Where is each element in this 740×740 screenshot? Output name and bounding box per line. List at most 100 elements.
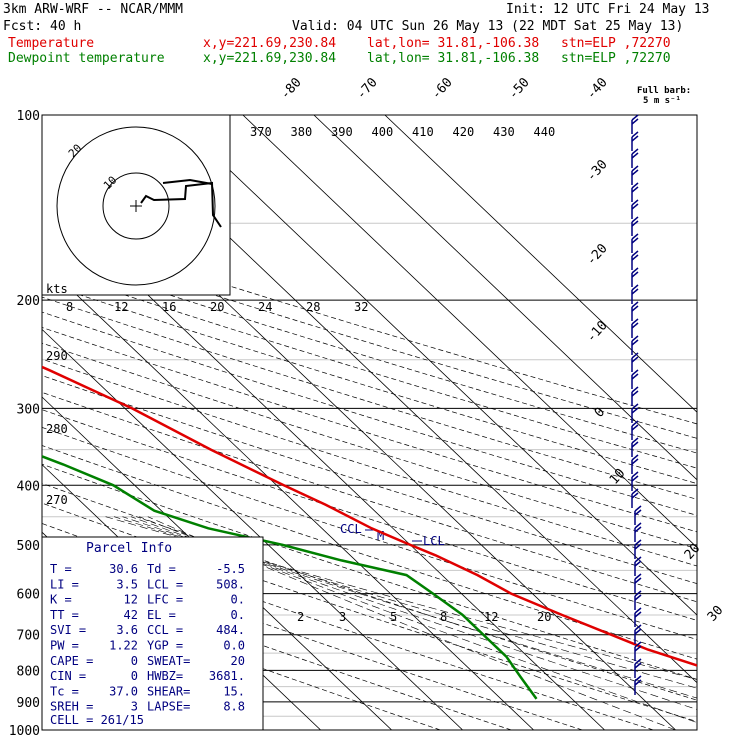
wind-barb-flag (631, 199, 639, 206)
parcel-row-value: 0 (131, 669, 138, 683)
dry-adiabat (42, 327, 697, 533)
theta-label: 410 (412, 125, 434, 139)
isotherm-right-label: 10 (607, 466, 629, 488)
theta-label: 380 (291, 125, 313, 139)
isotherm-right-label: -20 (584, 241, 611, 268)
isotherm-line (42, 396, 392, 730)
forecast-label: Fcst: (3, 19, 43, 34)
wind-barb-flag (631, 114, 639, 121)
parcel-row-label: K = (50, 593, 72, 607)
wind-barb-flag (631, 118, 639, 125)
parcel-row-value: 30.6 (109, 562, 138, 576)
wind-barb-flag (631, 390, 639, 397)
mixing-ratio-label: 12 (484, 610, 498, 624)
wind-barb-flag (631, 250, 639, 257)
dry-adiabat (42, 296, 697, 500)
wind-barb-flag (631, 148, 639, 155)
temperature-legend-label: Temperature (8, 36, 95, 51)
parcel-row-label: SREH = (50, 700, 93, 714)
wind-barb-flag (631, 356, 639, 363)
wind-barb-flag (634, 628, 642, 635)
wind-barb-flag (631, 475, 639, 482)
pressure-tick-label: 600 (17, 588, 40, 603)
wind-barb-flag (631, 492, 639, 499)
wind-barb-flag (631, 186, 639, 193)
wind-barb-flag (634, 662, 642, 669)
theta-label: 290 (46, 349, 68, 363)
wind-barb-flag (631, 458, 639, 465)
parcel-row-label: CCL = (147, 623, 183, 637)
dry-adiabat (42, 483, 697, 701)
plot-frame (41, 114, 698, 731)
parcel-row-label: SWEAT= (147, 654, 190, 668)
parcel-row-label: LFC = (147, 593, 183, 607)
isotherm-line (171, 115, 697, 616)
wind-barb-flag (631, 305, 639, 312)
wind-barb-flag (634, 539, 642, 546)
moist-adiabat (130, 516, 697, 710)
isotherm-top-label: -60 (429, 75, 456, 102)
theta-label: 400 (372, 125, 394, 139)
parcel-row-label: SVI = (50, 623, 86, 637)
isotherm-line (313, 115, 697, 481)
moist-adiabat (122, 516, 697, 699)
wind-barb-flag (634, 590, 642, 597)
wind-barb-flag (631, 403, 639, 410)
dry-adiabat (42, 392, 697, 603)
parcel-row-value: 0. (231, 608, 245, 622)
isotherm-line (384, 115, 697, 413)
wind-barb-flag (631, 237, 639, 244)
isotherm-right-label: 20 (682, 541, 704, 563)
mixing-ratio-label: 8 (440, 610, 447, 624)
parcel-row-label: CIN = (50, 669, 86, 683)
parcel-row-value: 484. (216, 623, 245, 637)
barb-key-line2: 5 m s⁻¹ (643, 96, 681, 106)
valid-time: Valid: 04 UTC Sun 26 May 13 (22 MDT Sat … (292, 19, 684, 34)
wind-barb-flag (631, 284, 639, 291)
dewpoint-profile (42, 455, 538, 700)
parcel-row-label: Tc = (50, 684, 79, 698)
wind-barb-flag (631, 233, 639, 240)
pressure-tick-label: 700 (17, 629, 40, 644)
wind-barb-flag (631, 220, 639, 227)
isotherm-right-label: -10 (584, 318, 611, 345)
parcel-row-label: PW = (50, 639, 79, 653)
wind-barb-flag (631, 203, 639, 210)
dry-adiabat (42, 226, 697, 425)
parcel-row-value: 15. (223, 684, 245, 698)
parcel-row-value: 0.0 (223, 639, 245, 653)
parcel-row-label: EL = (147, 608, 176, 622)
temperature-profile (42, 365, 697, 667)
barb-key-line1: Full barb: (637, 86, 691, 96)
mixing-ratio-label: 5 (390, 610, 397, 624)
dry-adiabat (42, 253, 697, 454)
temperature-station: stn=ELP ,72270 (561, 36, 671, 51)
wind-barb-flag (634, 675, 642, 682)
lcl-label: LCL (423, 534, 445, 548)
wind-barb-flag (631, 369, 639, 376)
wind-barb-flag (631, 318, 639, 325)
isotherm-right-label: 0 (592, 405, 608, 421)
pressure-tick-label: 800 (17, 664, 40, 679)
hodograph-speed-tick: 16 (162, 300, 176, 314)
parcel-row-value: 3.6 (116, 623, 138, 637)
wind-barb-flag (634, 526, 642, 533)
wind-barb-flag (631, 182, 639, 189)
wind-barb-flag (634, 577, 642, 584)
wind-barb-flag (631, 352, 639, 359)
isotherm-line (42, 328, 463, 730)
parcel-row-label: SHEAR= (147, 684, 190, 698)
wind-barb-flag (631, 407, 639, 414)
mixing-ratio-label: 3 (339, 610, 346, 624)
wind-barb-flag (631, 271, 639, 278)
wind-barb-flag (631, 437, 639, 444)
wind-barb-flag (634, 522, 642, 529)
dewpoint-station: stn=ELP ,72270 (561, 51, 671, 66)
theta-label: 440 (534, 125, 556, 139)
wind-barb-flag (634, 594, 642, 601)
parcel-row-value: 0. (231, 593, 245, 607)
wind-barb-flag (634, 607, 642, 614)
mixing-ratio-label: 2 (297, 610, 304, 624)
